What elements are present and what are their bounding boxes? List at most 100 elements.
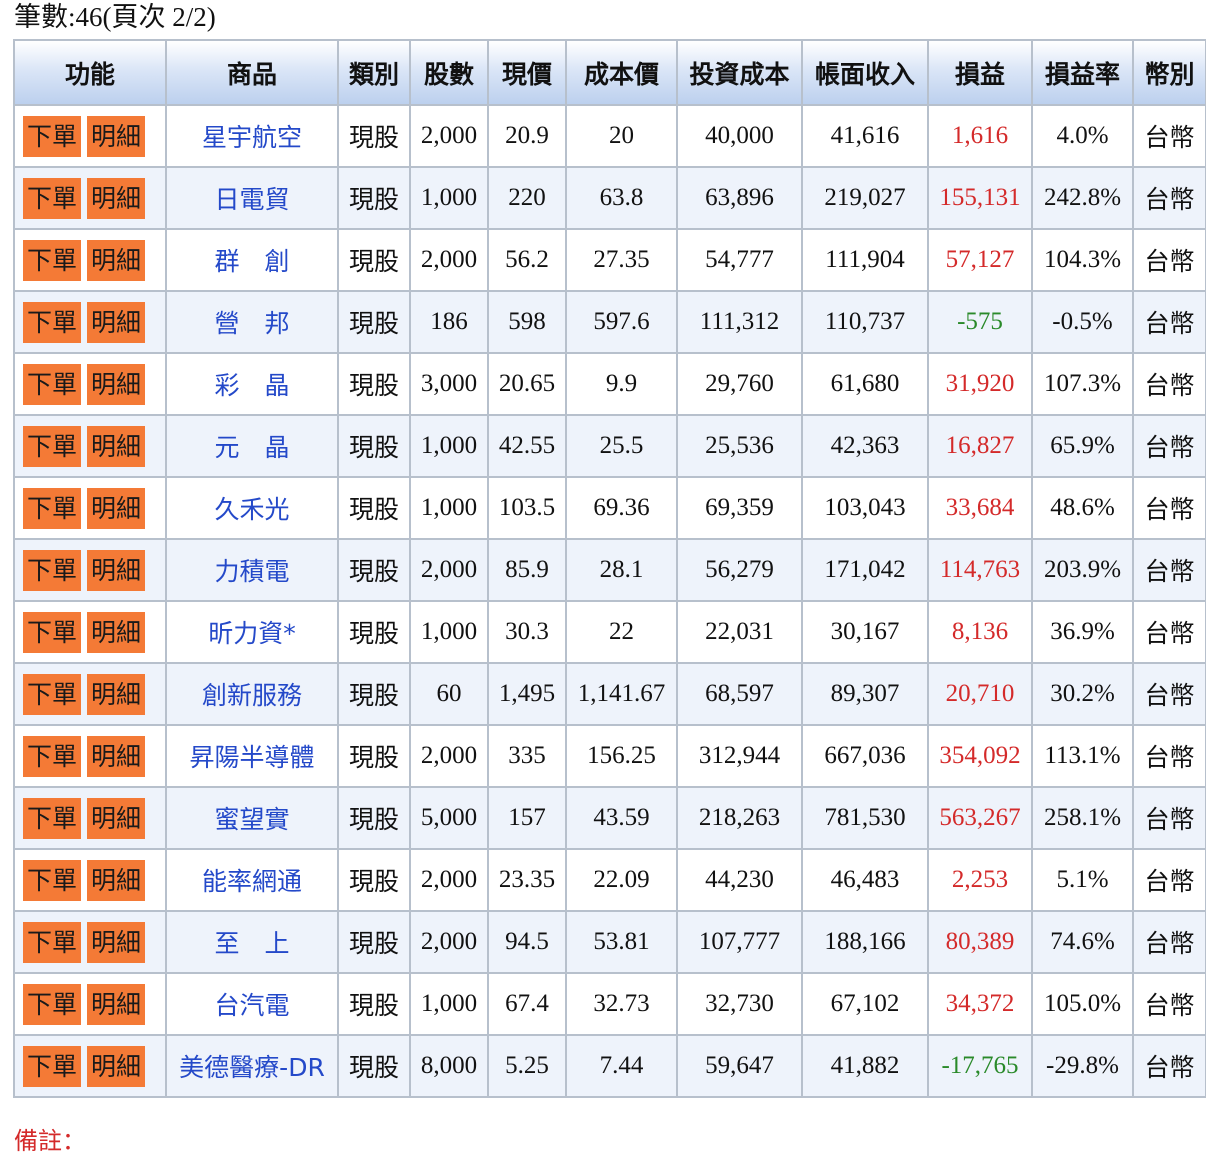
- currency-cell: 台幣: [1132, 166, 1206, 230]
- column-header-shares: 股數: [409, 39, 489, 106]
- currency-cell: 台幣: [1132, 724, 1206, 788]
- cost-price-cell: 597.6: [565, 290, 678, 354]
- price-cell: 94.5: [487, 910, 567, 974]
- order-button[interactable]: 下單: [23, 487, 82, 529]
- order-button[interactable]: 下單: [23, 611, 82, 653]
- order-button[interactable]: 下單: [23, 921, 82, 963]
- detail-button[interactable]: 明細: [87, 611, 146, 653]
- table-row: 下單 明細 昕力資* 現股 1,000 30.3 22 22,031 30,167 8,136 36…: [13, 600, 1206, 664]
- detail-button[interactable]: 明細: [87, 797, 146, 839]
- name-cell[interactable]: 能率網通: [165, 848, 339, 912]
- name-cell[interactable]: 力積電: [165, 538, 339, 602]
- order-button[interactable]: 下單: [23, 301, 82, 343]
- name-cell[interactable]: 美德醫療-DR: [165, 1034, 339, 1098]
- name-cell[interactable]: 日電貿: [165, 166, 339, 230]
- type-cell: 現股: [337, 910, 411, 974]
- cost-price-cell: 1,141.67: [565, 662, 678, 726]
- name-cell[interactable]: 創新服務: [165, 662, 339, 726]
- pnl-cell: 2,253: [927, 848, 1033, 912]
- price-cell: 220: [487, 166, 567, 230]
- order-button[interactable]: 下單: [23, 549, 82, 591]
- detail-button[interactable]: 明細: [87, 1045, 146, 1087]
- table-row: 下單 明細 日電貿 現股 1,000 220 63.8 63,896 219,027 155,13…: [13, 166, 1206, 230]
- name-cell[interactable]: 元 晶: [165, 414, 339, 478]
- pnl-rate-cell: -0.5%: [1031, 290, 1134, 354]
- column-header-currency: 幣別: [1132, 39, 1206, 106]
- price-cell: 20.9: [487, 104, 567, 168]
- pnl-rate-cell: 74.6%: [1031, 910, 1134, 974]
- pnl-rate-cell: 48.6%: [1031, 476, 1134, 540]
- table-row: 下單 明細 星宇航空 現股 2,000 20.9 20 40,000 41,616 1,616 4.…: [13, 104, 1206, 168]
- pnl-cell: 20,710: [927, 662, 1033, 726]
- book-income-cell: 89,307: [801, 662, 929, 726]
- pnl-rate-cell: -29.8%: [1031, 1034, 1134, 1098]
- type-cell: 現股: [337, 724, 411, 788]
- pnl-cell: 80,389: [927, 910, 1033, 974]
- price-cell: 598: [487, 290, 567, 354]
- function-cell: 下單 明細: [13, 972, 167, 1036]
- detail-button[interactable]: 明細: [87, 735, 146, 777]
- name-cell[interactable]: 營 邦: [165, 290, 339, 354]
- order-button[interactable]: 下單: [23, 673, 82, 715]
- price-cell: 157: [487, 786, 567, 850]
- order-button[interactable]: 下單: [23, 425, 82, 467]
- pnl-cell: 114,763: [927, 538, 1033, 602]
- detail-button[interactable]: 明細: [87, 239, 146, 281]
- detail-button[interactable]: 明細: [87, 301, 146, 343]
- order-button[interactable]: 下單: [23, 735, 82, 777]
- order-button[interactable]: 下單: [23, 983, 82, 1025]
- cost-price-cell: 27.35: [565, 228, 678, 292]
- detail-button[interactable]: 明細: [87, 549, 146, 591]
- cost-price-cell: 53.81: [565, 910, 678, 974]
- order-button[interactable]: 下單: [23, 859, 82, 901]
- order-button[interactable]: 下單: [23, 363, 82, 405]
- pnl-rate-cell: 107.3%: [1031, 352, 1134, 416]
- pnl-cell: -575: [927, 290, 1033, 354]
- detail-button[interactable]: 明細: [87, 983, 146, 1025]
- type-cell: 現股: [337, 228, 411, 292]
- book-income-cell: 171,042: [801, 538, 929, 602]
- name-cell[interactable]: 群 創: [165, 228, 339, 292]
- book-income-cell: 61,680: [801, 352, 929, 416]
- type-cell: 現股: [337, 848, 411, 912]
- detail-button[interactable]: 明細: [87, 177, 146, 219]
- table-row: 下單 明細至 上現股 2,000 94.5 53.81 107,777 188,166 80,…: [13, 910, 1206, 974]
- invest-cost-cell: 32,730: [676, 972, 803, 1036]
- order-button[interactable]: 下單: [23, 115, 82, 157]
- name-cell[interactable]: 蜜望實: [165, 786, 339, 850]
- order-button[interactable]: 下單: [23, 239, 82, 281]
- table-row: 下單 明細 久禾光 現股 1,000 103.5 69.36 69,359 103,043 33,…: [13, 476, 1206, 540]
- function-cell: 下單 明細: [13, 662, 167, 726]
- table-row: 下單 明細 美德醫療-DR 現股 8,000 5.25 7.44 59,647 41,882 -1…: [13, 1034, 1206, 1098]
- name-cell[interactable]: 昇陽半導體: [165, 724, 339, 788]
- table-row: 下單 明細群 創現股 2,000 56.2 27.35 54,777 111,904 57,1…: [13, 228, 1206, 292]
- table-row: 下單 明細彩 晶現股 3,000 20.65 9.9 29,760 61,680 31,920…: [13, 352, 1206, 416]
- order-button[interactable]: 下單: [23, 1045, 82, 1087]
- shares-cell: 1,000: [409, 414, 489, 478]
- detail-button[interactable]: 明細: [87, 487, 146, 529]
- function-cell: 下單 明細: [13, 538, 167, 602]
- column-header-price: 現價: [487, 39, 567, 106]
- record-count: 筆數:46(頁次 2/2): [14, 2, 216, 32]
- price-cell: 56.2: [487, 228, 567, 292]
- detail-button[interactable]: 明細: [87, 425, 146, 467]
- detail-button[interactable]: 明細: [87, 363, 146, 405]
- name-cell[interactable]: 久禾光: [165, 476, 339, 540]
- detail-button[interactable]: 明細: [87, 921, 146, 963]
- order-button[interactable]: 下單: [23, 797, 82, 839]
- name-cell[interactable]: 彩 晶: [165, 352, 339, 416]
- currency-cell: 台幣: [1132, 662, 1206, 726]
- name-cell[interactable]: 昕力資*: [165, 600, 339, 664]
- currency-cell: 台幣: [1132, 786, 1206, 850]
- order-button[interactable]: 下單: [23, 177, 82, 219]
- cost-price-cell: 22: [565, 600, 678, 664]
- name-cell[interactable]: 星宇航空: [165, 104, 339, 168]
- detail-button[interactable]: 明細: [87, 673, 146, 715]
- name-cell[interactable]: 至 上: [165, 910, 339, 974]
- book-income-cell: 30,167: [801, 600, 929, 664]
- detail-button[interactable]: 明細: [87, 859, 146, 901]
- column-header-function: 功能: [13, 39, 167, 106]
- detail-button[interactable]: 明細: [87, 115, 146, 157]
- name-cell[interactable]: 台汽電: [165, 972, 339, 1036]
- price-cell: 42.55: [487, 414, 567, 478]
